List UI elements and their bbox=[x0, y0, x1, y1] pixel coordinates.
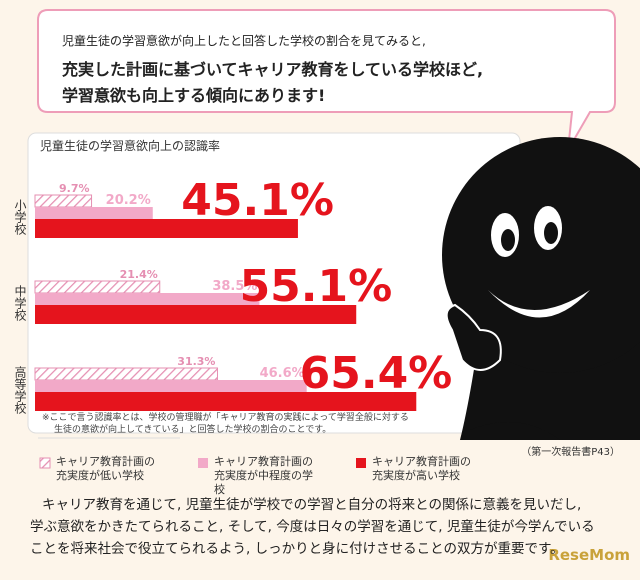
bar bbox=[35, 293, 260, 305]
category-label: 中学校 bbox=[13, 284, 27, 322]
value-label: 55.1% bbox=[240, 261, 393, 312]
source: （第一次報告書P43） bbox=[521, 445, 620, 458]
footer-line: ことを将来社会で役立てられるよう, しっかりと身に付けさせることの双方が重要です… bbox=[30, 541, 564, 557]
value-label: 20.2% bbox=[106, 193, 151, 208]
note-line: 生徒の意欲が向上してきている」と回答した学校の割合のことです。 bbox=[54, 425, 332, 435]
bubble-line: 学習意欲も向上する傾向にあります! bbox=[62, 86, 326, 105]
value-label: 9.7% bbox=[59, 182, 90, 195]
note-line: ※ここで言う認識率とは、学校の管理職が「キャリア教育の実践によって学習全般に対す… bbox=[42, 413, 409, 423]
bar bbox=[35, 392, 417, 411]
value-label: 38.5% bbox=[212, 279, 257, 294]
note: ※ここで言う認識率とは、学校の管理職が「キャリア教育の実践によって学習全般に対す… bbox=[42, 412, 409, 436]
category-label: 高等学校 bbox=[13, 366, 27, 415]
footer-line: 学ぶ意欲をかきたてられること, そして, 今度は日々の学習を通じて, 児童生徒が… bbox=[30, 519, 595, 535]
value-label: 31.3% bbox=[177, 355, 215, 368]
bubble-line: 充実した計画に基づいてキャリア教育をしている学校ほど, bbox=[62, 60, 484, 79]
bar bbox=[35, 207, 153, 219]
character bbox=[442, 137, 640, 440]
footer-line: キャリア教育を通じて, 児童生徒が学校での学習と自分の将来との関係に意義を見いだ… bbox=[42, 497, 582, 513]
legend-swatch bbox=[356, 458, 366, 468]
legend-swatch bbox=[198, 458, 208, 468]
chart-title: 児童生徒の学習意欲向上の認識率 bbox=[40, 138, 220, 153]
legend-swatch bbox=[39, 457, 51, 469]
bar bbox=[34, 194, 93, 208]
value-label: 45.1% bbox=[181, 175, 334, 226]
legend-label: キャリア教育計画の充実度が高い学校 bbox=[372, 455, 471, 482]
bubble-line: 児童生徒の学習意欲が向上したと回答した学校の割合を見てみると, bbox=[62, 34, 426, 48]
value-label: 21.4% bbox=[120, 268, 158, 281]
bar bbox=[35, 380, 307, 392]
bar bbox=[34, 280, 161, 294]
category-label: 小学校 bbox=[13, 199, 27, 236]
value-label: 46.6% bbox=[260, 366, 305, 381]
bar bbox=[35, 305, 357, 324]
bar bbox=[35, 219, 298, 238]
watermark: ReseMom bbox=[548, 546, 630, 564]
legend-label: キャリア教育計画の充実度が低い学校 bbox=[56, 455, 155, 482]
value-label: 65.4% bbox=[300, 348, 453, 399]
bar bbox=[34, 367, 218, 381]
legend-label: キャリア教育計画の充実度が中程度の学校 bbox=[214, 455, 313, 496]
speech-bubble bbox=[37, 9, 616, 151]
